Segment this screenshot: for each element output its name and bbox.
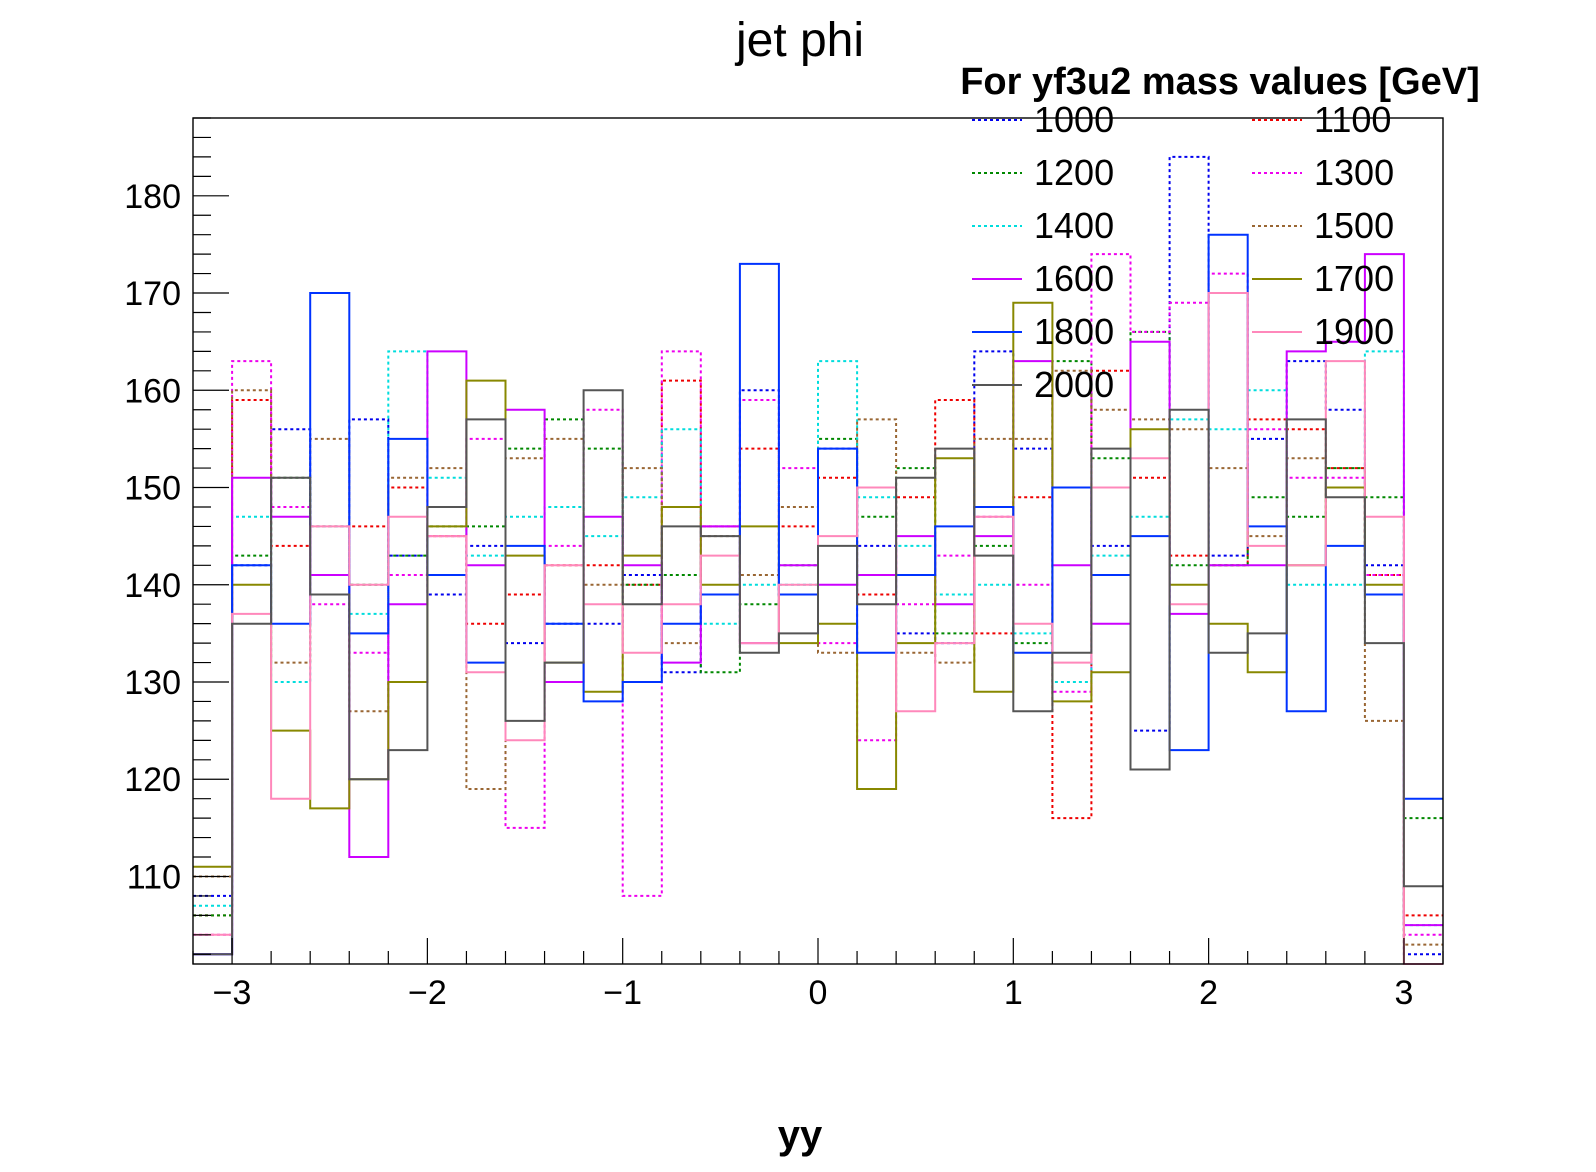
x-axis-label: yy — [778, 1113, 823, 1157]
series-2000-line — [193, 389, 1443, 956]
legend-label-1600: 1600 — [1034, 258, 1114, 299]
series-1800-line — [193, 233, 1443, 956]
legend-label-2000: 2000 — [1034, 364, 1114, 405]
x-tick-label: −1 — [603, 974, 642, 1012]
y-tick-label: 160 — [124, 372, 181, 410]
series-layer — [193, 155, 1443, 965]
x-tick-label: −2 — [408, 974, 447, 1012]
legend-label-1100: 1100 — [1314, 99, 1391, 140]
legend-label-1700: 1700 — [1314, 258, 1394, 299]
y-tick-label: 170 — [124, 275, 181, 313]
legend-label-1000: 1000 — [1034, 99, 1114, 140]
legend-label-1200: 1200 — [1034, 152, 1114, 193]
y-tick-label: 140 — [124, 567, 181, 605]
legend-label-1300: 1300 — [1314, 152, 1394, 193]
y-tick-label: 150 — [124, 470, 181, 508]
x-tick-label: −3 — [213, 974, 252, 1012]
legend: For yf3u2 mass values [GeV] 1000 1100 1200… — [960, 61, 1480, 405]
y-tick-label: 120 — [124, 761, 181, 799]
y-tick-label: 180 — [124, 178, 181, 216]
y-tick-label: 110 — [127, 858, 181, 896]
legend-label-1400: 1400 — [1034, 205, 1114, 246]
x-tick-label: 1 — [1004, 974, 1023, 1012]
chart-title: jet phi — [734, 14, 864, 67]
x-tick-label: 2 — [1199, 974, 1218, 1012]
y-tick-label: 130 — [124, 664, 181, 702]
x-tick-label: 0 — [809, 974, 828, 1012]
axis-layer: −3 −2 −1 0 1 2 3 110 120 130 140 150 160 170 180 — [124, 117, 1444, 1012]
legend-label-1500: 1500 — [1314, 205, 1394, 246]
legend-label-1900: 1900 — [1314, 311, 1394, 352]
legend-title: For yf3u2 mass values [GeV] — [960, 61, 1480, 103]
legend-label-1800: 1800 — [1034, 311, 1114, 352]
x-tick-label: 3 — [1394, 974, 1413, 1012]
